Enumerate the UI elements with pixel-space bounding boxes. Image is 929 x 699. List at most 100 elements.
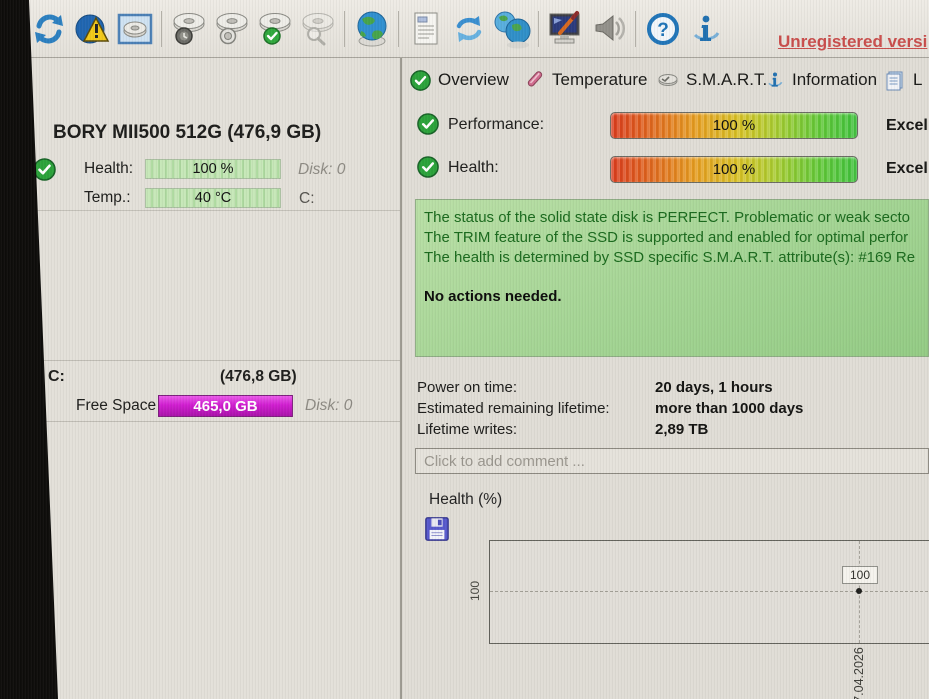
toolbar-separator (161, 10, 162, 47)
tab-information[interactable]: Information (765, 66, 877, 94)
performance-check-icon (417, 113, 439, 135)
unregistered-link[interactable]: Unregistered versi (778, 32, 928, 51)
partition-capacity: (476,8 GB) (220, 368, 297, 385)
toolbar-separator (635, 10, 636, 47)
disk-short-test-button[interactable] (210, 6, 253, 52)
disk-seek-test-button[interactable] (167, 6, 210, 52)
info-button[interactable] (684, 6, 727, 52)
save-icon (424, 516, 450, 542)
temp-label: Temp.: (84, 189, 131, 206)
tab-label: Temperature (552, 70, 648, 89)
panel-splitter[interactable] (400, 58, 402, 699)
stat-label: Power on time: (417, 379, 518, 396)
log-pages-icon (885, 70, 906, 91)
report-button[interactable] (404, 6, 447, 52)
health-bar: 100 % (610, 156, 858, 183)
thermometer-icon (523, 69, 545, 91)
divider (0, 210, 400, 211)
health-label: Health: (84, 160, 134, 177)
save-chart-button[interactable] (423, 515, 451, 543)
refresh-button[interactable] (27, 6, 70, 52)
disk-surface-test-button[interactable] (253, 6, 296, 52)
disk-title: BORY MII500 512G (476,9 GB) (53, 122, 322, 143)
stat-power-on-time: Power on time: 20 days, 1 hours (417, 379, 929, 397)
disk-search-button[interactable] (296, 6, 339, 52)
health-rating: Excellent (886, 160, 929, 177)
smart-disk-icon (657, 71, 679, 89)
warning-circle-icon (73, 10, 111, 48)
sync-arrows-icon (450, 10, 488, 48)
stat-value: more than 1000 days (655, 400, 804, 417)
www-button[interactable] (350, 6, 393, 52)
chart-x-date-label: 7.04.2026 (852, 647, 866, 699)
status-line: The status of the solid state disk is PE… (424, 209, 911, 226)
performance-label: Performance: (448, 116, 545, 133)
report-icon (410, 11, 442, 47)
chart-gridline-horizontal (490, 591, 928, 592)
check-circle-icon (410, 69, 431, 91)
divider (0, 360, 400, 361)
disk-check-icon (255, 9, 295, 49)
stat-value: 2,89 TB (655, 421, 709, 438)
toolbar: ? Unregistered versi (0, 0, 929, 58)
configuration-button[interactable] (544, 6, 587, 52)
stat-label: Estimated remaining lifetime: (417, 400, 610, 417)
disk-drive-letter: C: (299, 190, 315, 207)
network-button[interactable] (490, 6, 533, 52)
chart-title: Health (%) (429, 491, 503, 508)
health-row-label: Health: (448, 159, 499, 176)
speaker-icon (590, 10, 628, 48)
sound-button[interactable] (587, 6, 630, 52)
tab-temperature[interactable]: Temperature (523, 66, 647, 94)
disk-health-value: 100 % (192, 161, 234, 177)
tab-label: S.M.A.R.T. (686, 70, 768, 89)
chart-data-point (856, 588, 862, 594)
stat-label: Lifetime writes: (417, 421, 518, 438)
info-icon (688, 11, 724, 47)
chart-y-tick: 100 (468, 580, 482, 602)
partition-disk-badge: Disk: 0 (305, 397, 353, 414)
toolbar-separator (538, 10, 539, 47)
performance-value: 100 % (712, 117, 756, 134)
disk-monitor-button[interactable] (113, 6, 156, 52)
performance-rating: Excellent (886, 117, 929, 134)
toolbar-separator (398, 10, 399, 47)
partition-name: C: (48, 368, 65, 385)
comment-input[interactable] (415, 448, 929, 474)
status-text-box: The status of the solid state disk is PE… (415, 199, 929, 357)
info-small-icon (765, 69, 785, 91)
monitor-pen-icon (546, 10, 586, 48)
free-space-bar: 465,0 GB (158, 395, 293, 417)
svg-text:?: ? (657, 20, 669, 41)
tab-smart[interactable]: S.M.A.R.T. (657, 66, 767, 94)
disk-magnifier-icon (298, 9, 338, 49)
help-button[interactable]: ? (641, 6, 684, 52)
disk-status-check-icon (33, 158, 56, 181)
tab-label: Overview (438, 70, 509, 89)
tab-log[interactable]: L (885, 66, 922, 94)
problem-report-button[interactable] (70, 6, 113, 52)
tab-overview[interactable]: Overview (410, 66, 509, 94)
status-line: The health is determined by SSD specific… (424, 249, 916, 266)
help-icon: ? (645, 11, 681, 47)
divider (0, 421, 400, 422)
tab-label: L (913, 70, 923, 89)
health-value: 100 % (712, 161, 756, 178)
refresh-icon (31, 11, 67, 47)
health-check-icon (417, 156, 439, 178)
disk-temp-value: 40 °C (194, 190, 232, 206)
chart-point-label: 100 (842, 566, 878, 584)
disk-number-badge: Disk: 0 (298, 161, 346, 178)
disk-health-bar: 100 % (145, 159, 281, 179)
disk-pin-icon (212, 9, 252, 49)
stat-value: 20 days, 1 hours (655, 379, 773, 396)
status-line: The TRIM feature of the SSD is supported… (424, 229, 909, 246)
stat-lifetime-writes: Lifetime writes: 2,89 TB (417, 421, 929, 439)
disk-frame-icon (116, 11, 154, 47)
free-space-label: Free Space (76, 397, 157, 414)
disk-temp-bar: 40 °C (145, 188, 281, 208)
stat-remaining-lifetime: Estimated remaining lifetime: more than … (417, 400, 929, 418)
health-history-chart (489, 540, 929, 644)
sync-button[interactable] (447, 6, 490, 52)
